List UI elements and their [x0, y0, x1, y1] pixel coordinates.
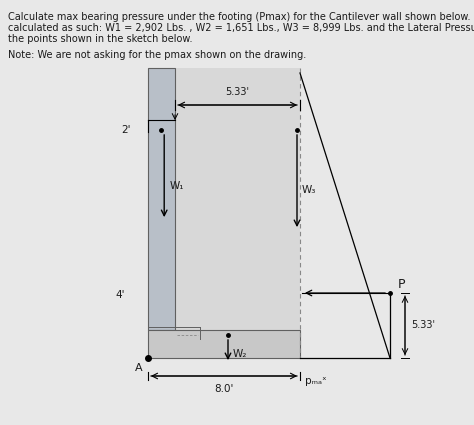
Text: 4': 4' — [116, 290, 125, 300]
Bar — [148, 68, 175, 330]
Text: pₘₐˣ: pₘₐˣ — [305, 376, 327, 386]
Text: Note: We are not asking for the pmax shown on the drawing.: Note: We are not asking for the pmax sho… — [8, 50, 306, 60]
Text: W₂: W₂ — [233, 349, 247, 359]
Text: 2': 2' — [121, 125, 131, 135]
Text: 5.33': 5.33' — [411, 320, 435, 331]
Bar — [148, 330, 300, 358]
Text: calculated as such: W1 = 2,902 Lbs. , W2 = 1,651 Lbs., W3 = 8,999 Lbs. and the L: calculated as such: W1 = 2,902 Lbs. , W2… — [8, 23, 474, 33]
Text: 8.0': 8.0' — [214, 384, 234, 394]
Text: A: A — [136, 363, 143, 373]
Text: W₁: W₁ — [169, 181, 184, 191]
Text: P: P — [398, 278, 405, 292]
Text: Calculate max bearing pressure under the footing (Pmax) for the Cantilever wall : Calculate max bearing pressure under the… — [8, 12, 474, 22]
Text: W₃: W₃ — [302, 185, 316, 195]
Bar — [148, 68, 300, 358]
Text: 5.33': 5.33' — [226, 87, 249, 97]
Text: the points shown in the sketch below.: the points shown in the sketch below. — [8, 34, 192, 44]
